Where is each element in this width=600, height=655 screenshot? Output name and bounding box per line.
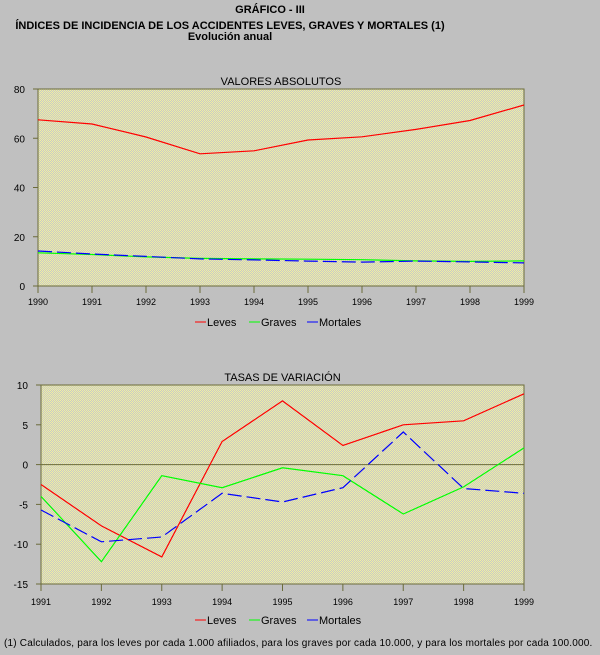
plot-area xyxy=(40,384,525,585)
x-tick-label: 1995 xyxy=(272,597,292,607)
series-leves xyxy=(40,393,525,558)
y-tick-label: -15 xyxy=(14,580,29,591)
x-tick-label: 1993 xyxy=(152,597,172,607)
x-tick-label: 1996 xyxy=(333,597,353,607)
legend-label: Leves xyxy=(207,317,237,329)
series-mortales xyxy=(37,250,525,264)
chart-tasas-de-variacion: TASAS DE VARIACIÓN -15 -10 -5 0 5 10 1991 1992 19… xyxy=(14,371,534,627)
plot-area xyxy=(37,88,525,287)
x-tick-label: 1991 xyxy=(82,297,102,307)
x-tick-label: 1999 xyxy=(514,297,534,307)
x-tick-label: 1997 xyxy=(406,297,426,307)
x-tick-label: 1992 xyxy=(136,297,156,307)
x-tick-label: 1997 xyxy=(393,597,413,607)
y-tick-label: 80 xyxy=(14,85,26,96)
plot-title: TASAS DE VARIACIÓN xyxy=(224,371,340,384)
legend-label: Mortales xyxy=(319,317,362,329)
y-tick-label: 20 xyxy=(14,233,26,244)
x-tick-label: 1995 xyxy=(298,297,318,307)
legend-label: Leves xyxy=(207,615,237,627)
y-tick-label: 10 xyxy=(17,381,29,392)
figure-label: GRÁFICO - III xyxy=(235,4,305,16)
footnote: (1) Calculados, para los leves por cada … xyxy=(4,638,593,649)
y-tick-label: 60 xyxy=(14,134,26,145)
x-tick-label: 1991 xyxy=(31,597,51,607)
series-leves xyxy=(37,104,525,155)
y-tick-label: -10 xyxy=(14,540,29,551)
legend-label: Mortales xyxy=(319,615,362,627)
y-tick-label: 0 xyxy=(22,461,28,472)
chart-title: ÍNDICES DE INCIDENCIA DE LOS ACCIDENTES … xyxy=(15,20,445,32)
series-graves xyxy=(40,447,525,563)
legend-label: Graves xyxy=(261,615,297,627)
legend-label: Graves xyxy=(261,317,297,329)
y-tick-label: 5 xyxy=(22,421,28,432)
y-tick-label: 40 xyxy=(14,184,26,195)
x-tick-label: 1993 xyxy=(190,297,210,307)
x-tick-label: 1994 xyxy=(212,597,232,607)
plot-title: VALORES ABSOLUTOS xyxy=(221,76,342,88)
x-tick-label: 1998 xyxy=(454,597,474,607)
x-tick-label: 1998 xyxy=(460,297,480,307)
y-tick-label: -5 xyxy=(19,500,28,511)
x-tick-label: 1994 xyxy=(244,297,264,307)
y-tick-label: 0 xyxy=(19,282,25,293)
series-mortales xyxy=(40,431,525,543)
x-tick-label: 1990 xyxy=(28,297,48,307)
chart-valores-absolutos: VALORES ABSOLUTOS 0 20 40 60 80 1990 1991 1992 19… xyxy=(14,76,534,329)
x-tick-label: 1996 xyxy=(352,297,372,307)
x-tick-label: 1999 xyxy=(514,597,534,607)
chart-subtitle: Evolución anual xyxy=(187,31,273,43)
x-tick-label: 1992 xyxy=(91,597,111,607)
